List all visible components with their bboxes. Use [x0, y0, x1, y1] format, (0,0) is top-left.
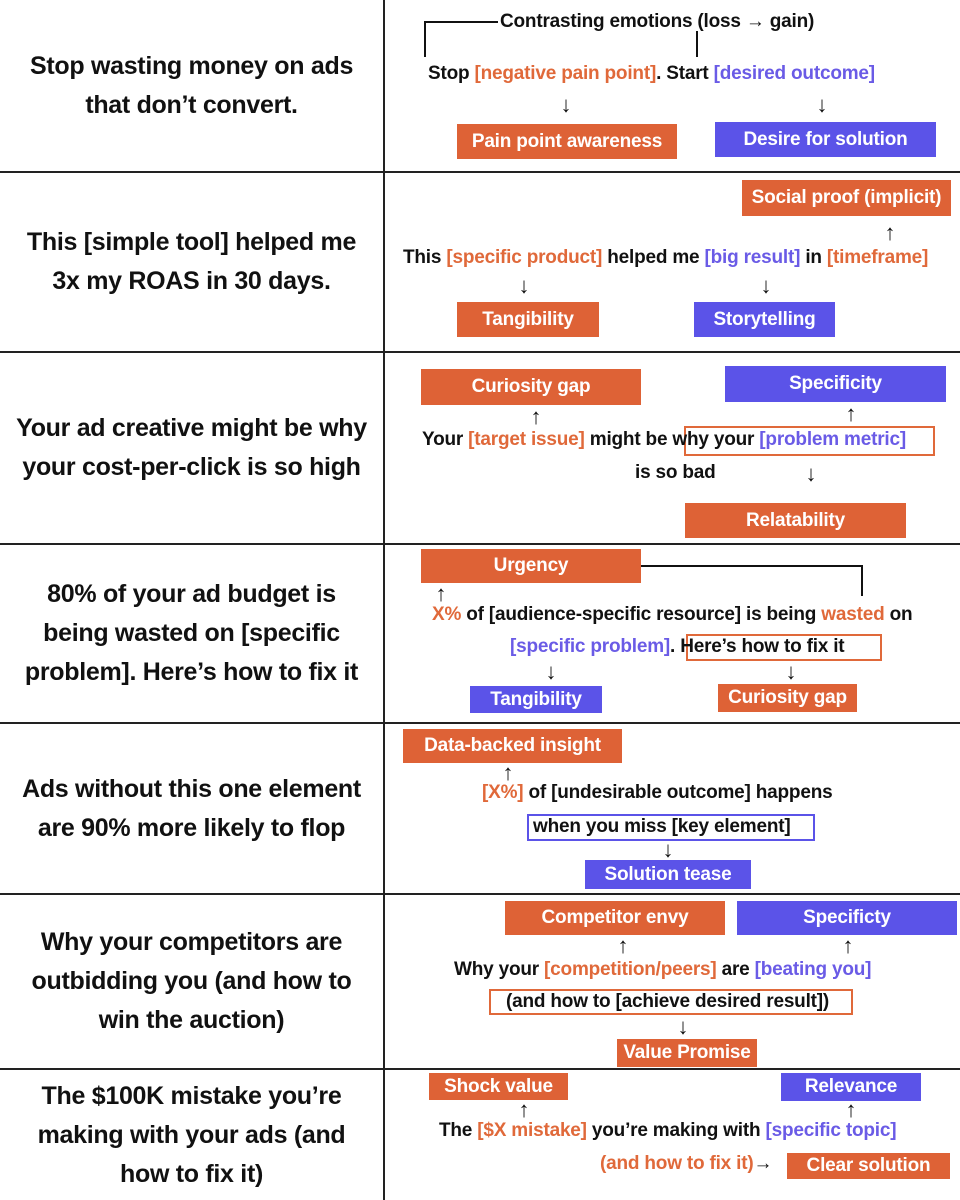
formula-line: Stop [negative pain point]. Start [desir… [428, 63, 875, 84]
contrast-note: Contrasting emotions (loss → gain) [500, 11, 815, 32]
arrow-down-icon: ↓ [545, 659, 557, 684]
tag-storytelling: Storytelling [694, 302, 835, 337]
bracket-connector [696, 31, 698, 57]
arrow-down-icon: ↓ [805, 461, 817, 486]
bracket-connector [424, 21, 498, 23]
tag-competitor-envy: Competitor envy [505, 901, 725, 935]
tag-social-proof: Social proof (implicit) [742, 180, 951, 216]
highlight-frame [527, 814, 815, 841]
headline-7: The $100K mistake you’re making with you… [37, 1081, 346, 1188]
arrow-up-icon: ↑ [617, 933, 629, 958]
tag-tangibility: Tangibility [470, 686, 602, 713]
row-divider [0, 722, 960, 724]
headline-4: 80% of your ad budget is being wasted on… [24, 580, 359, 686]
highlight-frame [686, 634, 882, 661]
tag-curiosity-gap: Curiosity gap [718, 684, 857, 712]
arrow-up-icon: ↑ [435, 581, 447, 606]
formula-line: The [$X mistake] you’re making with [spe… [439, 1120, 897, 1141]
tag-specificity: Specificity [725, 366, 946, 402]
tag-data-backed-insight: Data-backed insight [403, 729, 622, 763]
headline-5: Ads without this one element are 90% mor… [22, 774, 361, 842]
bracket-connector [641, 565, 863, 567]
arrow-up-icon: ↑ [884, 220, 896, 245]
tag-pain-point-awareness: Pain point awareness [457, 124, 677, 159]
arrow-up-icon: ↑ [530, 404, 542, 429]
formula-line-2: (and how to fix it)→ [600, 1153, 773, 1174]
arrow-down-icon: ↓ [662, 837, 674, 862]
headline-2: This [simple tool] helped me 3x my ROAS … [26, 228, 357, 295]
row-divider [0, 543, 960, 545]
headline-3: Your ad creative might be why your cost-… [16, 414, 367, 481]
formula-line: Why your [competition/peers] are [beatin… [454, 959, 872, 980]
formula-line-2: [specific problem]. Here’s how to fix it [510, 636, 845, 657]
arrow-up-icon: ↑ [842, 933, 854, 958]
arrow-down-icon: ↓ [560, 92, 572, 117]
highlight-frame [684, 426, 935, 456]
tag-relevance: Relevance [781, 1073, 921, 1101]
tag-desire-for-solution: Desire for solution [715, 122, 936, 157]
arrow-up-icon: ↑ [502, 760, 514, 785]
arrow-right-icon: → [753, 1153, 773, 1174]
arrow-down-icon: ↓ [785, 659, 797, 684]
formula-line: Your [target issue] might be why your [p… [422, 429, 907, 450]
tag-urgency: Urgency [421, 549, 641, 583]
tag-value-promise: Value Promise [617, 1039, 757, 1067]
tag-specificity: Specificty [737, 901, 957, 935]
bracket-connector [861, 565, 863, 596]
formula-line-2: when you miss [key element] [533, 816, 791, 837]
tag-curiosity-gap: Curiosity gap [421, 369, 641, 405]
formula-line: This [specific product] helped me [big r… [403, 247, 929, 268]
column-divider [383, 0, 385, 1200]
tag-relatability: Relatability [685, 503, 906, 538]
arrow-down-icon: ↓ [677, 1014, 689, 1039]
headline-1: Stop wasting money on ads that don’t con… [29, 51, 354, 119]
arrow-down-icon: ↓ [518, 273, 530, 298]
arrow-down-icon: ↓ [816, 92, 828, 117]
arrow-up-icon: ↑ [845, 1097, 857, 1122]
formula-line-2: is so bad [635, 462, 716, 483]
row-divider [0, 893, 960, 895]
arrow-up-icon: ↑ [518, 1097, 530, 1122]
row-divider [0, 351, 960, 353]
row-divider [0, 171, 960, 173]
formula-line-2: (and how to [achieve desired result]) [506, 991, 830, 1012]
tag-tangibility: Tangibility [457, 302, 599, 337]
row-divider [0, 1068, 960, 1070]
arrow-down-icon: ↓ [760, 273, 772, 298]
formula-line: [X%] of [undesirable outcome] happens [482, 782, 833, 803]
headline-6: Why your competitors are outbidding you … [31, 928, 352, 1034]
tag-shock-value: Shock value [429, 1073, 568, 1100]
bracket-connector [424, 21, 426, 57]
highlight-frame [489, 989, 853, 1015]
tag-solution-tease: Solution tease [585, 860, 751, 889]
arrow-up-icon: ↑ [845, 401, 857, 426]
formula-line: X% of [audience-specific resource] is be… [432, 604, 913, 625]
tag-clear-solution: Clear solution [787, 1153, 950, 1179]
